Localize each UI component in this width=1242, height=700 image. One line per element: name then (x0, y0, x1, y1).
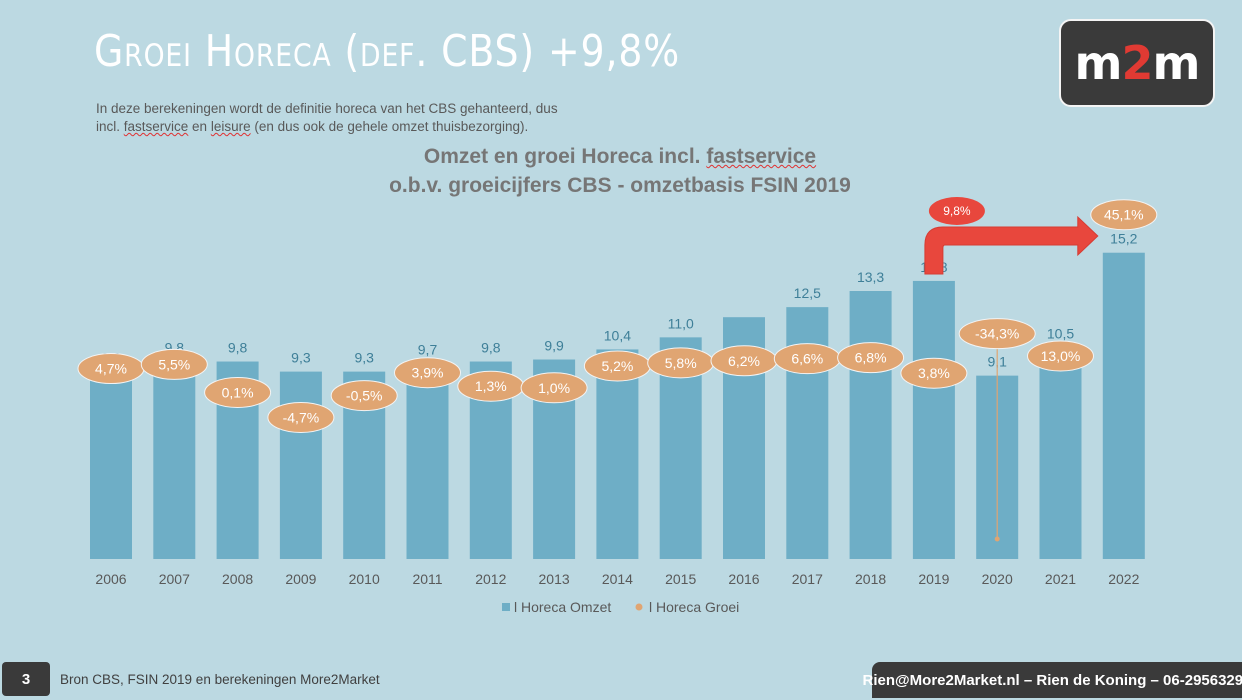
x-tick-label: 2014 (602, 571, 633, 587)
x-tick-label: 2009 (285, 571, 316, 587)
growth-bubble (330, 380, 398, 412)
chart-title: Omzet en groei Horeca incl. fastservice … (389, 145, 851, 197)
x-tick-label: 2006 (95, 571, 126, 587)
growth-bubble (267, 401, 335, 433)
annotation-label: 9,8% (943, 204, 971, 218)
growth-value-label: 6,6% (791, 351, 823, 367)
growth-value-label: -34,3% (975, 326, 1019, 342)
growth-value-label: 13,0% (1041, 348, 1081, 364)
bar (912, 280, 955, 559)
growth-value-label: -4,7% (283, 409, 320, 425)
growth-bubble (837, 342, 905, 374)
x-tick-label: 2010 (349, 571, 380, 587)
bar-value-label: 9,3 (354, 350, 374, 366)
growth-arrow (924, 215, 1099, 275)
bar-value-label: 12,5 (794, 285, 821, 301)
growth-value-label: 6,2% (728, 353, 760, 369)
x-tick-label: 2013 (539, 571, 570, 587)
footer: 3 Bron CBS, FSIN 2019 en berekeningen Mo… (0, 658, 1242, 700)
growth-value-label: 45,1% (1104, 207, 1144, 223)
x-tick-label: 2021 (1045, 571, 1076, 587)
x-tick-label: 2008 (222, 571, 253, 587)
bar-value-label: 10,4 (604, 327, 631, 343)
growth-bubble (394, 357, 461, 389)
bar (279, 371, 322, 559)
m2m-logo: m2m (1059, 19, 1215, 107)
bar-value-label: 10,5 (1047, 325, 1074, 341)
x-tick-label: 2018 (855, 571, 886, 587)
bar-value-label: 9,8 (228, 340, 248, 356)
bar (1039, 347, 1082, 559)
growth-value-label: 1,3% (475, 378, 507, 394)
x-tick-label: 2012 (475, 571, 506, 587)
growth-value-label: -0,5% (346, 388, 383, 404)
bar-value-label: 15,2 (1110, 231, 1137, 247)
growth-value-label: 4,7% (95, 361, 127, 377)
growth-value-label: 1,0% (538, 380, 570, 396)
slide-subtitle: In deze berekeningen wordt de definitie … (96, 101, 558, 134)
source-note: Bron CBS, FSIN 2019 en berekeningen More… (60, 672, 380, 687)
legend-label-omzet: l Horeca Omzet (514, 599, 611, 615)
legend-marker-groei (635, 603, 643, 611)
growth-value-label: 5,2% (601, 358, 633, 374)
x-tick-label: 2017 (792, 571, 823, 587)
growth-value-label: 6,8% (855, 350, 887, 366)
growth-value-label: 0,1% (222, 384, 254, 400)
page-number: 3 (2, 662, 50, 696)
bar-value-label: 11,0 (668, 315, 694, 331)
x-tick-label: 2020 (982, 571, 1013, 587)
growth-value-label: 3,9% (412, 365, 444, 381)
growth-value-label: 3,8% (918, 365, 950, 381)
bar (1102, 252, 1145, 559)
contact-info: Rien@More2Market.nl – Rien de Koning – 0… (863, 662, 1242, 698)
bar-value-label: 9,7 (418, 342, 438, 358)
bar (849, 291, 892, 559)
growth-point (994, 536, 1000, 542)
growth-bubble (1090, 199, 1158, 231)
logo-text: m2m (1074, 36, 1201, 90)
bar (90, 371, 132, 559)
bar-value-label: 9,8 (481, 340, 501, 356)
x-tick-label: 2011 (412, 571, 442, 587)
annotation-bubble (928, 197, 985, 225)
x-tick-label: 2016 (728, 571, 759, 587)
growth-bubble (520, 372, 588, 404)
growth-value-label: 5,8% (665, 355, 697, 371)
bar (406, 363, 449, 559)
bar-value-label: 13,3 (857, 269, 884, 285)
legend-swatch-omzet (502, 603, 510, 611)
x-tick-label: 2022 (1108, 571, 1139, 587)
x-tick-label: 2007 (159, 571, 190, 587)
x-tick-label: 2019 (918, 571, 949, 587)
growth-bubble (140, 348, 208, 380)
bar-value-label: 9,3 (291, 350, 311, 366)
bar (153, 361, 196, 559)
growth-bubble (900, 357, 968, 389)
chart-area: 9,320069,820079,820089,320099,320109,720… (77, 197, 1158, 615)
growth-bubble (204, 376, 272, 408)
bar-value-label: 9,9 (544, 338, 564, 354)
growth-bubble (1027, 340, 1094, 372)
legend-label-groei: l Horeca Groei (649, 599, 739, 615)
x-tick-label: 2015 (665, 571, 696, 587)
growth-value-label: 5,5% (158, 356, 190, 372)
slide-title: Groei Horeca (def. CBS) +9,8% (94, 26, 681, 77)
bar (596, 349, 639, 559)
growth-bubble (958, 318, 1036, 350)
